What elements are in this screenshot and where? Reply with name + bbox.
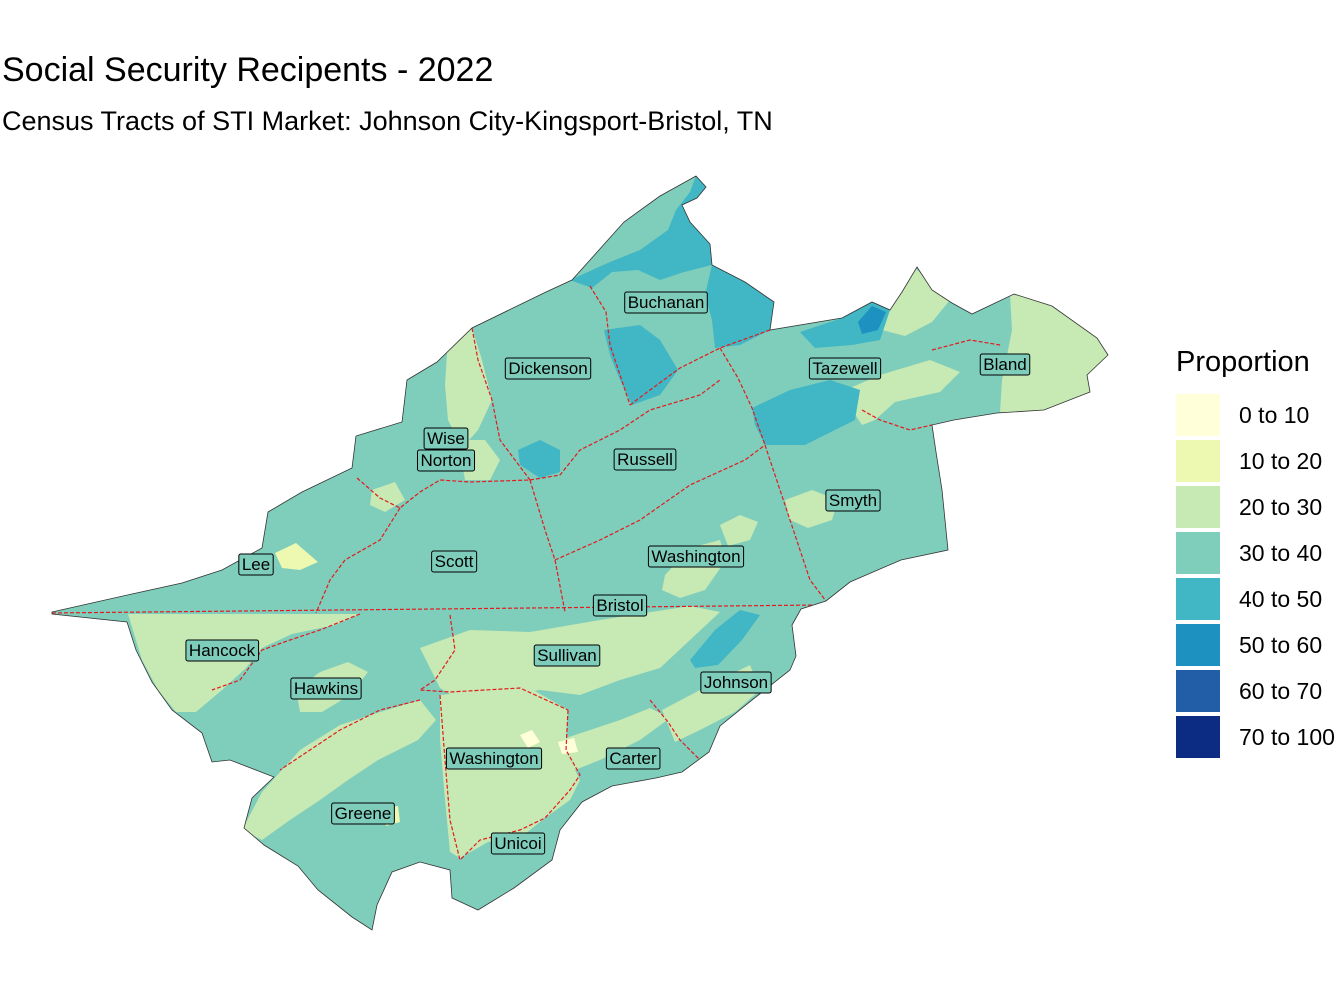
region-outline	[51, 175, 1109, 931]
county-label: Hancock	[185, 639, 260, 662]
legend-label: 0 to 10	[1239, 401, 1310, 428]
county-label-text: Sullivan	[537, 646, 597, 665]
map-title: Social Security Recipents - 2022	[2, 51, 494, 89]
legend-swatch	[1176, 394, 1220, 436]
county-label: Johnson	[700, 671, 772, 694]
county-label-text: Greene	[335, 804, 392, 823]
legend-swatch	[1176, 578, 1220, 620]
county-label: Unicoi	[490, 832, 546, 855]
legend-label: 60 to 70	[1239, 677, 1323, 704]
county-label-text: Hancock	[189, 641, 256, 660]
county-label-text: Washington	[651, 547, 740, 566]
county-label-text: Bristol	[596, 596, 643, 615]
county-labels: Buchanan Dickenson Tazewell Bland Wise Norton…	[185, 291, 1031, 855]
county-label-text: Unicoi	[494, 834, 541, 853]
legend-item: 10 to 20	[1176, 438, 1344, 484]
legend-item: 0 to 10	[1176, 392, 1344, 438]
legend-swatch	[1176, 440, 1220, 482]
county-label-text: Scott	[435, 552, 474, 571]
legend-label: 30 to 40	[1239, 539, 1323, 566]
county-label-text: Dickenson	[508, 359, 587, 378]
county-label-text: Smyth	[829, 491, 877, 510]
class-0-10-areas	[520, 730, 578, 754]
county-label: Smyth	[825, 489, 881, 512]
legend-label: 20 to 30	[1239, 493, 1323, 520]
county-label: Buchanan	[624, 291, 708, 314]
county-label: Russell	[613, 448, 677, 471]
county-label: Bland	[979, 353, 1031, 376]
legend-label: 40 to 50	[1239, 585, 1323, 612]
county-label-text: Norton	[420, 451, 471, 470]
legend-swatch	[1176, 486, 1220, 528]
class-50-60-areas	[858, 306, 886, 334]
county-label-text: Wise	[427, 429, 465, 448]
legend-item: 70 to 100	[1176, 714, 1344, 760]
legend-swatch	[1176, 532, 1220, 574]
legend: Proportion 0 to 10 10 to 20 20 to 30 30 to …	[1176, 344, 1344, 760]
county-label: Carter	[605, 747, 661, 770]
county-label: Washington	[445, 747, 543, 770]
county-label: Tazewell	[808, 357, 882, 380]
legend-label: 10 to 20	[1239, 447, 1323, 474]
county-label: Hawkins	[290, 677, 362, 700]
legend-swatch	[1176, 670, 1220, 712]
legend-label: 70 to 100	[1239, 723, 1335, 750]
legend-title: Proportion	[1176, 346, 1310, 378]
legend-swatch	[1176, 716, 1220, 758]
legend-item: 20 to 30	[1176, 484, 1344, 530]
county-label: Bristol	[592, 594, 648, 617]
county-label-text: Carter	[609, 749, 657, 768]
county-label: Washington	[647, 545, 745, 568]
county-label: Wise	[423, 427, 469, 450]
county-label-text: Lee	[242, 555, 270, 574]
county-label: Lee	[238, 553, 274, 576]
county-label: Greene	[331, 802, 395, 825]
legend-item: 60 to 70	[1176, 668, 1344, 714]
legend-label: 50 to 60	[1239, 631, 1323, 658]
county-label-text: Russell	[617, 450, 673, 469]
county-label-text: Buchanan	[628, 293, 705, 312]
county-label-text: Washington	[449, 749, 538, 768]
map-subtitle: Census Tracts of STI Market: Johnson Cit…	[2, 106, 773, 136]
county-label-text: Johnson	[704, 673, 768, 692]
county-label-text: Tazewell	[812, 359, 877, 378]
class-40-50-areas	[518, 176, 890, 668]
legend-item: 40 to 50	[1176, 576, 1344, 622]
legend-swatch	[1176, 624, 1220, 666]
county-label: Dickenson	[504, 357, 592, 380]
county-label: Sullivan	[533, 644, 601, 667]
legend-items: 0 to 10 10 to 20 20 to 30 30 to 40 40 to 50 5…	[1176, 392, 1344, 760]
legend-item: 30 to 40	[1176, 530, 1344, 576]
county-label-text: Hawkins	[294, 679, 358, 698]
legend-item: 50 to 60	[1176, 622, 1344, 668]
county-label: Scott	[431, 550, 478, 573]
county-label-text: Bland	[983, 355, 1026, 374]
county-label: Norton	[416, 449, 476, 472]
county-boundaries	[52, 285, 1001, 861]
